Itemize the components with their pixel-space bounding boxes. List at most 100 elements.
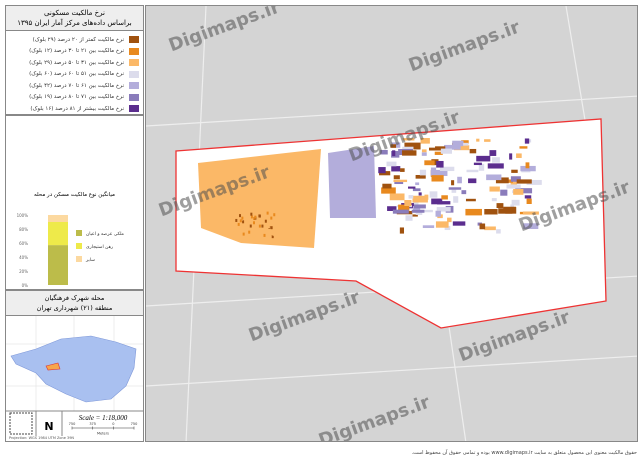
legend-swatch bbox=[129, 59, 139, 67]
qr-code bbox=[9, 412, 33, 435]
census-block bbox=[429, 191, 438, 198]
census-block bbox=[487, 163, 504, 169]
census-block bbox=[484, 226, 496, 231]
census-block bbox=[436, 160, 444, 168]
bar-segment bbox=[48, 222, 68, 246]
census-block bbox=[271, 235, 274, 239]
legend-item-label: نرخ مالکیت بیشتر از ۸۱ درصد (۱۶ بلوک) bbox=[30, 105, 124, 112]
chart-legend-swatch bbox=[76, 243, 82, 249]
north-arrow-icon: N bbox=[44, 420, 53, 433]
census-block bbox=[435, 221, 449, 228]
census-block bbox=[394, 181, 404, 185]
census-block bbox=[484, 139, 491, 142]
main-map[interactable]: Digimaps.ir Digimaps.ir Digimaps.ir Digimap… bbox=[145, 5, 638, 442]
census-block bbox=[402, 150, 417, 156]
census-block bbox=[389, 193, 405, 201]
census-block bbox=[479, 223, 486, 230]
census-block bbox=[411, 209, 425, 213]
large-block-31-50 bbox=[198, 149, 321, 248]
legend-item: نرخ مالکیت بین ۲۱ تا ۳۰ درصد (۱۲ بلوک) bbox=[6, 46, 143, 58]
census-block bbox=[484, 209, 498, 215]
y-tick-label: 0% bbox=[22, 283, 29, 288]
census-block bbox=[420, 138, 430, 144]
census-block bbox=[444, 225, 451, 231]
census-block bbox=[516, 153, 522, 158]
projection-credit: Projection: WGS 1984 UTM Zone 39N bbox=[9, 436, 75, 440]
census-block bbox=[515, 188, 533, 194]
census-block bbox=[440, 148, 452, 154]
census-block bbox=[379, 171, 391, 176]
census-block bbox=[386, 161, 397, 167]
census-block bbox=[250, 215, 253, 219]
census-block bbox=[453, 196, 459, 203]
census-block bbox=[526, 179, 542, 185]
census-block bbox=[496, 229, 501, 234]
census-block bbox=[469, 148, 477, 154]
legend-item-label: نرخ مالکیت بین ۵۱ تا ۶۰ درصد (۶۰ بلوک) bbox=[29, 71, 124, 78]
district-highlight bbox=[45, 362, 61, 371]
legend-item-label: نرخ مالکیت بین ۷۱ تا ۸۰ درصد (۱۹ بلوک) bbox=[29, 94, 124, 101]
copyright-footer: حقوق مالکیت معنوی این محصول متعلق به سای… bbox=[411, 450, 637, 456]
census-block bbox=[520, 165, 536, 172]
legend-item: نرخ مالکیت بین ۵۱ تا ۶۰ درصد (۶۰ بلوک) bbox=[6, 69, 143, 81]
census-block bbox=[261, 224, 264, 228]
census-block bbox=[415, 174, 426, 179]
legend-item: نرخ مالکیت بین ۶۱ تا ۷۰ درصد (۴۲ بلوک) bbox=[6, 80, 143, 92]
inset-title: محله شهرک فرهنگیان منطقه (۲۱) شهرداری ته… bbox=[6, 291, 143, 316]
census-block bbox=[244, 234, 247, 238]
census-block bbox=[511, 199, 520, 206]
census-block bbox=[273, 229, 276, 233]
legend-item: نرخ مالکیت بین ۳۱ تا ۵۰ درصد (۲۹ بلوک) bbox=[6, 57, 143, 69]
census-block bbox=[421, 152, 427, 156]
census-block bbox=[478, 163, 485, 171]
census-block bbox=[263, 217, 266, 221]
legend-item: نرخ مالکیت بین ۷۱ تا ۸۰ درصد (۱۹ بلوک) bbox=[6, 92, 143, 104]
scale-tick-label: 750 bbox=[131, 422, 138, 426]
census-block bbox=[232, 231, 235, 235]
census-block bbox=[380, 149, 388, 155]
census-block bbox=[412, 206, 421, 213]
census-block bbox=[510, 181, 517, 187]
census-block bbox=[242, 232, 245, 236]
census-block bbox=[402, 146, 414, 151]
map-canvas[interactable] bbox=[146, 6, 638, 442]
census-block bbox=[262, 213, 265, 217]
census-block bbox=[250, 212, 253, 216]
census-block bbox=[527, 139, 532, 143]
census-block bbox=[412, 195, 428, 203]
census-block bbox=[242, 220, 245, 224]
census-block bbox=[452, 140, 464, 147]
census-block bbox=[419, 169, 427, 176]
census-block bbox=[466, 169, 479, 173]
census-block bbox=[444, 144, 461, 150]
census-block bbox=[254, 215, 257, 219]
census-block bbox=[441, 195, 448, 200]
census-block bbox=[392, 209, 409, 214]
census-block bbox=[524, 138, 530, 144]
legend-swatch bbox=[129, 47, 139, 55]
chart-title: میانگین نوع مالکیت مسکن در محله bbox=[34, 192, 115, 198]
census-block bbox=[523, 223, 539, 230]
census-block bbox=[405, 215, 413, 221]
census-block bbox=[408, 186, 416, 189]
legend-subtitle: براساس داده‌های مرکز آمار ایران ۱۳۹۵ bbox=[17, 19, 132, 27]
census-block bbox=[430, 169, 448, 176]
scale-tick-label: 750 bbox=[69, 422, 76, 426]
legend-swatch bbox=[129, 105, 139, 113]
y-tick-label: 100% bbox=[17, 213, 29, 218]
chart-legend-swatch bbox=[76, 256, 82, 262]
census-block bbox=[473, 162, 482, 166]
census-block bbox=[489, 150, 497, 156]
y-tick-label: 20% bbox=[19, 269, 28, 274]
census-block bbox=[451, 180, 455, 186]
census-block bbox=[489, 186, 500, 192]
block-61-70 bbox=[328, 146, 376, 218]
census-block bbox=[459, 142, 469, 146]
chart-legend-label: ملکی عرصه و اعیان bbox=[86, 231, 125, 237]
legend-swatch bbox=[129, 36, 139, 44]
census-block bbox=[500, 189, 508, 196]
census-block bbox=[404, 142, 421, 150]
legend-item: نرخ مالکیت بیشتر از ۸۱ درصد (۱۶ بلوک) bbox=[6, 103, 143, 115]
chart-panel: میانگین نوع مالکیت مسکن در محله 0% 20% 40%… bbox=[5, 115, 144, 290]
census-block bbox=[390, 144, 397, 148]
